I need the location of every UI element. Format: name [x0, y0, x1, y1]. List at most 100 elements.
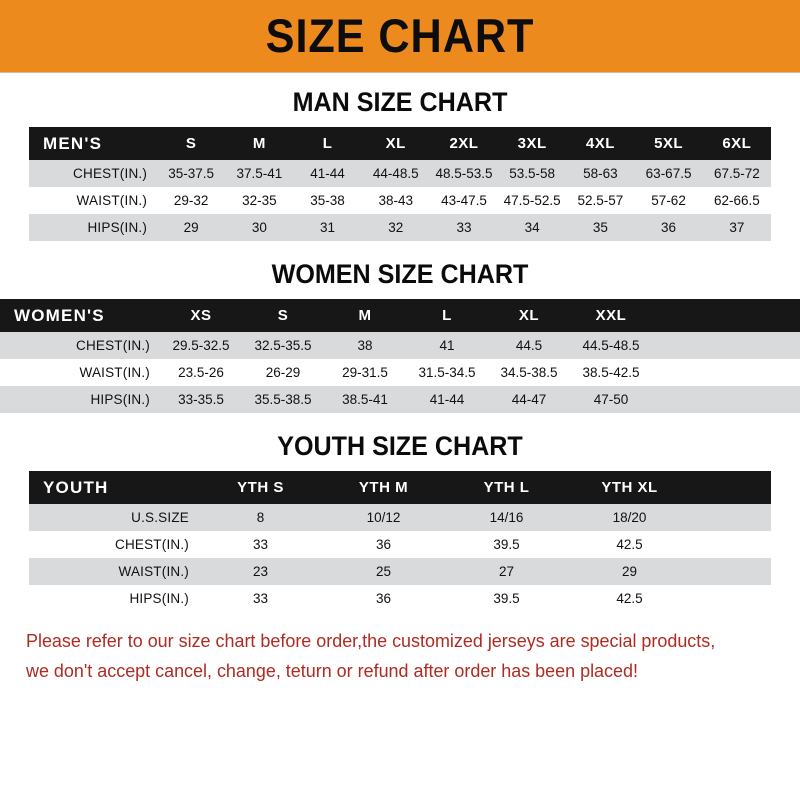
women-table-head: WOMEN'S XS S M L XL XXL: [0, 299, 800, 332]
youth-hips-m: 36: [322, 585, 445, 612]
man-hips-2xl: 33: [429, 214, 499, 241]
man-waist-5xl: 57-62: [634, 187, 703, 214]
youth-col-spacer: [691, 471, 771, 504]
youth-row-label-ussize: U.S.SIZE: [29, 504, 199, 531]
women-waist-s: 26-29: [242, 359, 324, 386]
man-waist-m: 32-35: [225, 187, 294, 214]
youth-table-head: YOUTH YTH S YTH M YTH L YTH XL: [29, 471, 771, 504]
youth-header-label: YOUTH: [43, 477, 109, 497]
youth-size-table: YOUTH YTH S YTH M YTH L YTH XL U.S.SIZE …: [29, 471, 771, 612]
man-chest-m: 37.5-41: [225, 160, 294, 187]
section-title-women: WOMEN SIZE CHART: [271, 259, 529, 289]
youth-waist-l: 27: [445, 558, 568, 585]
table-row: WAIST(IN.) 23 25 27 29: [29, 558, 771, 585]
man-chest-5xl: 63-67.5: [634, 160, 703, 187]
man-hips-l: 31: [293, 214, 362, 241]
man-hips-3xl: 34: [498, 214, 567, 241]
women-hips-m: 38.5-41: [324, 386, 406, 413]
youth-ussize-spacer: [691, 504, 771, 531]
man-table-head: MEN'S S M L XL 2XL 3XL 4XL 5XL 6XL: [29, 127, 771, 160]
women-size-table: WOMEN'S XS S M L XL XXL CHEST(IN.) 29.5-…: [0, 299, 800, 413]
women-chest-m: 38: [324, 332, 406, 359]
man-waist-3xl: 47.5-52.5: [498, 187, 567, 214]
table-row: HIPS(IN.) 29 30 31 32 33 34 35 36 37: [29, 214, 771, 241]
man-col-6xl: 6XL: [722, 135, 752, 152]
table-row: HIPS(IN.) 33 36 39.5 42.5: [29, 585, 771, 612]
man-waist-xl: 38-43: [361, 187, 430, 214]
section-title-youth: YOUTH SIZE CHART: [277, 431, 523, 461]
women-chest-xxl: 44.5-48.5: [570, 332, 652, 359]
man-col-l: L: [322, 135, 333, 152]
youth-col-yth-xl: YTH XL: [601, 479, 658, 496]
table-row: CHEST(IN.) 33 36 39.5 42.5: [29, 531, 771, 558]
table-row: HIPS(IN.) 33-35.5 35.5-38.5 38.5-41 41-4…: [0, 386, 800, 413]
women-header-label: WOMEN'S: [14, 305, 105, 325]
man-header-row: MEN'S S M L XL 2XL 3XL 4XL 5XL 6XL: [29, 127, 771, 160]
women-row-label-waist: WAIST(IN.): [0, 359, 160, 386]
youth-chart-wrapper: YOUTH YTH S YTH M YTH L YTH XL U.S.SIZE …: [0, 471, 800, 612]
women-col-xxl: XXL: [595, 307, 627, 324]
man-chest-2xl: 48.5-53.5: [429, 160, 499, 187]
women-col-m: M: [358, 307, 372, 324]
women-row-label-chest: CHEST(IN.): [0, 332, 160, 359]
women-col-xl: XL: [518, 307, 540, 324]
women-chest-s: 32.5-35.5: [242, 332, 324, 359]
youth-waist-s: 23: [199, 558, 322, 585]
women-col-l: L: [442, 307, 452, 324]
man-hips-4xl: 35: [566, 214, 635, 241]
youth-waist-spacer: [691, 558, 771, 585]
youth-ussize-m: 10/12: [322, 504, 445, 531]
women-hips-xxl: 47-50: [570, 386, 652, 413]
youth-waist-m: 25: [322, 558, 445, 585]
page-title: SIZE CHART: [265, 8, 535, 62]
man-hips-6xl: 37: [702, 214, 771, 241]
man-row-label-waist: WAIST(IN.): [29, 187, 158, 214]
youth-col-yth-l: YTH L: [483, 479, 530, 496]
women-waist-l: 31.5-34.5: [406, 359, 488, 386]
youth-chest-m: 36: [322, 531, 445, 558]
youth-chest-xl: 42.5: [568, 531, 691, 558]
man-row-label-chest: CHEST(IN.): [29, 160, 158, 187]
women-header-row: WOMEN'S XS S M L XL XXL: [0, 299, 800, 332]
women-hips-l: 41-44: [406, 386, 488, 413]
man-waist-s: 29-32: [157, 187, 226, 214]
man-chest-xl: 44-48.5: [361, 160, 430, 187]
youth-col-yth-s: YTH S: [237, 479, 284, 496]
women-hips-spacer: [652, 386, 800, 413]
order-policy-note: Please refer to our size chart before or…: [26, 626, 752, 686]
man-col-2xl: 2XL: [449, 135, 479, 152]
women-chart-wrapper: WOMEN'S XS S M L XL XXL CHEST(IN.) 29.5-…: [0, 299, 800, 413]
women-hips-xl: 44-47: [488, 386, 570, 413]
man-hips-s: 29: [157, 214, 226, 241]
youth-row-label-chest: CHEST(IN.): [29, 531, 199, 558]
man-size-table: MEN'S S M L XL 2XL 3XL 4XL 5XL 6XL CHEST…: [29, 127, 771, 241]
youth-waist-xl: 29: [568, 558, 691, 585]
page-banner: SIZE CHART: [0, 0, 800, 73]
man-waist-6xl: 62-66.5: [702, 187, 771, 214]
youth-ussize-l: 14/16: [445, 504, 568, 531]
man-col-xl: XL: [385, 135, 406, 152]
women-hips-xs: 33-35.5: [160, 386, 242, 413]
women-col-xs: XS: [190, 307, 212, 324]
youth-table-body: U.S.SIZE 8 10/12 14/16 18/20 CHEST(IN.) …: [29, 504, 771, 612]
youth-ussize-xl: 18/20: [568, 504, 691, 531]
women-col-spacer: [652, 299, 800, 332]
youth-row-label-hips: HIPS(IN.): [29, 585, 199, 612]
table-row: CHEST(IN.) 29.5-32.5 32.5-35.5 38 41 44.…: [0, 332, 800, 359]
women-chest-xl: 44.5: [488, 332, 570, 359]
women-hips-s: 35.5-38.5: [242, 386, 324, 413]
women-waist-m: 29-31.5: [324, 359, 406, 386]
man-hips-xl: 32: [361, 214, 430, 241]
youth-chest-s: 33: [199, 531, 322, 558]
women-table-body: CHEST(IN.) 29.5-32.5 32.5-35.5 38 41 44.…: [0, 332, 800, 413]
youth-hips-spacer: [691, 585, 771, 612]
man-col-4xl: 4XL: [585, 135, 615, 152]
table-row: CHEST(IN.) 35-37.5 37.5-41 41-44 44-48.5…: [29, 160, 771, 187]
youth-chest-spacer: [691, 531, 771, 558]
table-row: WAIST(IN.) 23.5-26 26-29 29-31.5 31.5-34…: [0, 359, 800, 386]
women-waist-xl: 34.5-38.5: [488, 359, 570, 386]
youth-header-row: YOUTH YTH S YTH M YTH L YTH XL: [29, 471, 771, 504]
man-waist-l: 35-38: [293, 187, 362, 214]
youth-hips-s: 33: [199, 585, 322, 612]
